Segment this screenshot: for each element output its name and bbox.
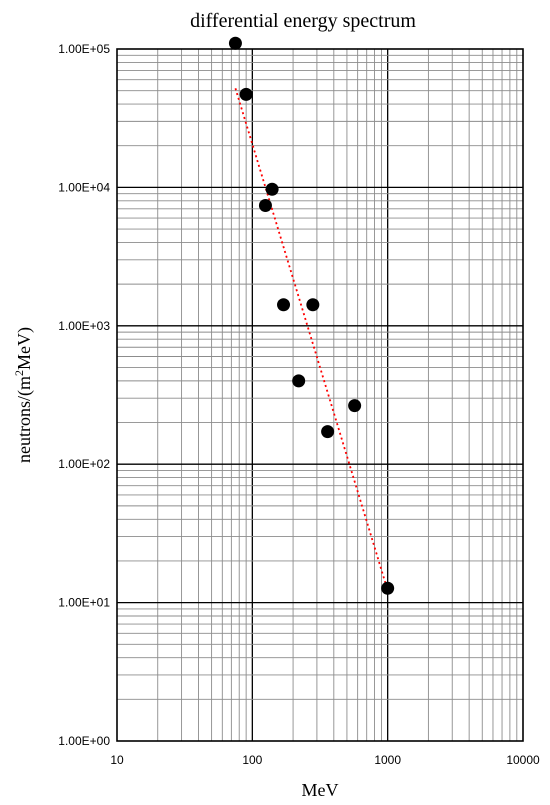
x-tick-labels: 10 100 1000 10000 xyxy=(110,753,540,767)
y-tick-labels: 1.00E+00 1.00E+01 1.00E+02 1.00E+03 1.00E+04… xyxy=(58,42,110,748)
plot-frame xyxy=(116,48,524,742)
data-point xyxy=(239,87,253,101)
y-tick-label: 1.00E+01 xyxy=(58,596,110,610)
y-tick-label: 1.00E+02 xyxy=(58,457,110,471)
data-point xyxy=(381,581,395,595)
data-point xyxy=(306,298,320,312)
y-axis-title-main: neutrons/(m xyxy=(14,376,35,463)
x-tick-label: 10 xyxy=(110,753,124,767)
data-point xyxy=(228,36,242,50)
trendline xyxy=(234,88,387,585)
data-point xyxy=(348,399,362,413)
y-tick-label: 1.00E+00 xyxy=(58,734,110,748)
x-axis-title: MeV xyxy=(302,780,339,800)
grid xyxy=(117,49,523,741)
y-tick-label: 1.00E+05 xyxy=(58,42,110,56)
y-tick-label: 1.00E+03 xyxy=(58,319,110,333)
trendline-group xyxy=(234,88,387,585)
data-point xyxy=(258,198,272,212)
data-points xyxy=(228,36,395,595)
y-tick-label: 1.00E+04 xyxy=(58,180,110,194)
y-axis-title-rest: MeV) xyxy=(14,327,35,370)
x-tick-label: 1000 xyxy=(374,753,401,767)
data-point xyxy=(321,425,335,439)
x-tick-label: 10000 xyxy=(506,753,540,767)
data-point xyxy=(292,374,306,388)
y-axis-title-superscript: 2 xyxy=(12,370,26,376)
data-point xyxy=(265,182,279,196)
chart-title: differential energy spectrum xyxy=(190,10,416,32)
y-axis-title: neutrons/(m2MeV) xyxy=(12,327,35,463)
data-point xyxy=(277,298,291,312)
x-tick-label: 100 xyxy=(242,753,262,767)
